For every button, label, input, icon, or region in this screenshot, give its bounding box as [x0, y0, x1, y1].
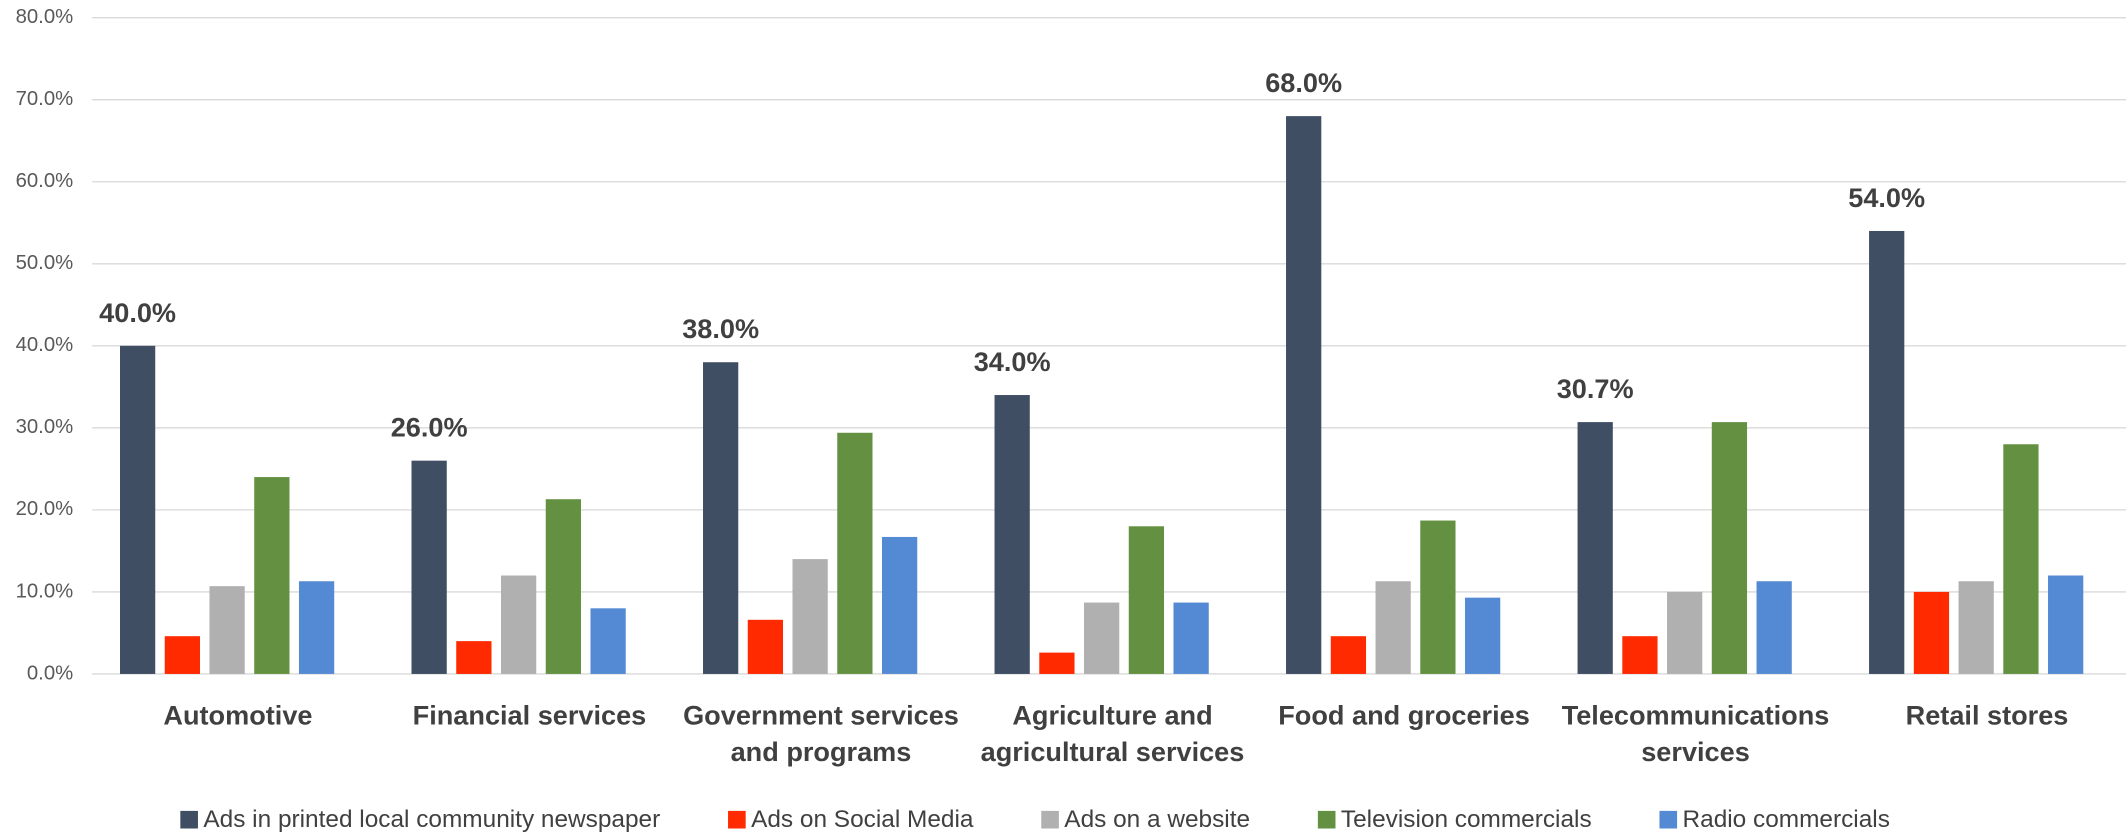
- bar: [1913, 591, 1950, 674]
- bar: [1711, 422, 1748, 674]
- bar: [590, 608, 626, 674]
- bar: [792, 559, 828, 674]
- bar: [1420, 520, 1456, 674]
- x-tick-line: Telecommunications: [1562, 699, 1830, 730]
- bar: [1958, 581, 1994, 674]
- bar: [209, 586, 245, 674]
- x-tick-line: and programs: [731, 736, 912, 767]
- x-tick-label: Food and groceries: [1278, 699, 1530, 730]
- legend-swatch: [1041, 810, 1059, 829]
- data-label: 40.0%: [99, 297, 176, 328]
- x-tick-line: Automotive: [163, 699, 312, 730]
- legend-label: Ads on a website: [1064, 806, 1250, 833]
- bar: [1375, 581, 1411, 674]
- x-tick-label: Agriculture and agricultural services: [981, 699, 1245, 767]
- x-tick-label: Automotive: [163, 699, 312, 730]
- bar: [1128, 526, 1165, 674]
- bar: [1173, 602, 1209, 674]
- bar: [1330, 636, 1367, 674]
- y-tick-label: 0.0%: [27, 662, 73, 684]
- bar: [164, 636, 200, 674]
- y-tick-label: 30.0%: [16, 416, 74, 438]
- legend-swatch: [728, 810, 746, 829]
- data-label: 30.7%: [1557, 373, 1634, 404]
- data-label: 26.0%: [391, 412, 468, 443]
- x-tick-label: Financial services: [413, 699, 647, 730]
- bar: [1869, 230, 1905, 674]
- x-tick-line: agricultural services: [981, 736, 1245, 767]
- bar: [254, 477, 290, 674]
- bar: [456, 641, 492, 674]
- x-tick-line: Retail stores: [1906, 699, 2069, 730]
- y-tick-label: 80.0%: [16, 6, 74, 28]
- bar: [1465, 597, 1501, 674]
- bar: [994, 395, 1030, 674]
- bar: [298, 581, 335, 674]
- bar: [1667, 591, 1703, 674]
- bar: [747, 619, 784, 674]
- y-tick-label: 40.0%: [16, 334, 74, 356]
- bar: [1039, 652, 1075, 674]
- bar: [1622, 636, 1658, 674]
- bar: [411, 460, 447, 674]
- x-tick-line: Agriculture and: [1012, 699, 1212, 730]
- bar: [545, 499, 581, 674]
- x-tick-line: Government services: [683, 699, 959, 730]
- bar: [500, 575, 537, 674]
- bar: [119, 345, 156, 674]
- bar: [1286, 116, 1322, 674]
- data-label: 34.0%: [974, 346, 1051, 377]
- data-label: 38.0%: [682, 313, 759, 344]
- x-tick-line: Food and groceries: [1278, 699, 1530, 730]
- legend-label: Ads in printed local community newspaper: [203, 806, 660, 833]
- legend-label: Ads on Social Media: [751, 806, 974, 833]
- legend-swatch: [1317, 810, 1336, 829]
- data-label: 54.0%: [1848, 182, 1925, 213]
- legend-swatch: [180, 810, 198, 829]
- legend-label: Radio commercials: [1683, 806, 1890, 833]
- y-tick-label: 60.0%: [16, 170, 74, 192]
- data-label: 68.0%: [1265, 67, 1342, 98]
- x-tick-line: services: [1641, 736, 1750, 767]
- bar: [2003, 444, 2039, 674]
- bar: [1084, 602, 1120, 674]
- x-tick-label: Government services and programs: [683, 699, 959, 767]
- bar: [881, 536, 918, 674]
- bar: [1756, 581, 1792, 674]
- bar: [837, 432, 873, 674]
- bar: [703, 362, 739, 674]
- x-tick-label: Telecommunications services: [1562, 699, 1830, 767]
- x-tick-line: Financial services: [413, 699, 647, 730]
- bar: [1577, 422, 1613, 674]
- y-tick-label: 20.0%: [16, 498, 74, 520]
- y-tick-label: 70.0%: [16, 88, 74, 110]
- legend-label: Television commercials: [1341, 806, 1592, 833]
- x-tick-label: Retail stores: [1906, 699, 2069, 730]
- y-tick-label: 10.0%: [16, 580, 74, 602]
- legend-swatch: [1659, 810, 1678, 829]
- y-tick-label: 50.0%: [16, 252, 74, 274]
- bar: [2048, 575, 2084, 674]
